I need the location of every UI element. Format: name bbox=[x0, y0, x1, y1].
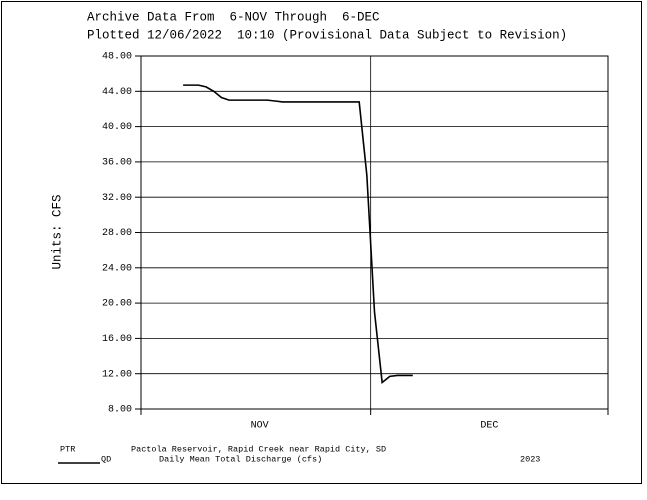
legend-label: QD bbox=[101, 454, 111, 464]
y-tick-label: 32.00 bbox=[102, 193, 132, 204]
station-code: PTR bbox=[60, 444, 75, 454]
y-tick-label: 44.00 bbox=[102, 87, 132, 98]
frame bbox=[1, 1, 642, 484]
station-name: Pactola Reservoir, Rapid Creek near Rapi… bbox=[131, 444, 386, 454]
y-tick-label: 48.00 bbox=[102, 52, 132, 63]
x-tick-label: DEC bbox=[480, 421, 498, 432]
y-tick-label: 20.00 bbox=[102, 299, 132, 310]
y-tick-label: 28.00 bbox=[102, 228, 132, 239]
y-tick-label: 12.00 bbox=[102, 369, 132, 380]
y-tick-label: 8.00 bbox=[108, 405, 132, 416]
x-tick-label: NOV bbox=[251, 421, 269, 432]
year-label: 2023 bbox=[520, 454, 540, 464]
y-tick-label: 36.00 bbox=[102, 158, 132, 169]
y-axis-label: Units: CFS bbox=[50, 194, 64, 269]
data-line bbox=[183, 84, 413, 385]
y-tick-label: 16.00 bbox=[102, 334, 132, 345]
chart-title: Archive Data From 6-NOV Through 6-DEC bbox=[87, 10, 380, 24]
chart-subtitle: Plotted 12/06/2022 10:10 (Provisional Da… bbox=[87, 28, 567, 42]
y-tick-label: 40.00 bbox=[102, 122, 132, 133]
y-tick-label: 24.00 bbox=[102, 263, 132, 274]
series-description: Daily Mean Total Discharge (cfs) bbox=[159, 454, 322, 464]
